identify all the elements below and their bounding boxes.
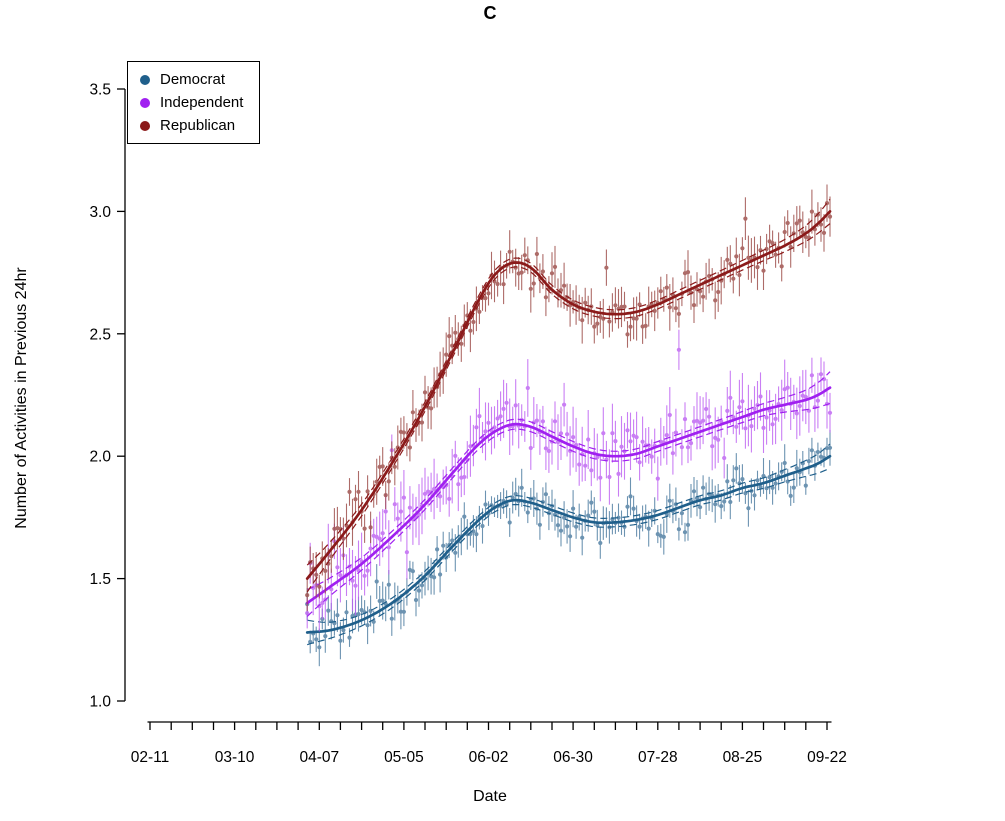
x-tick-label: 06-02 (469, 749, 509, 766)
x-tick-label: 04-07 (299, 749, 339, 766)
legend-label-independent: Independent (160, 94, 244, 111)
confidence-band-lower (307, 467, 831, 646)
x-tick-label: 07-28 (638, 749, 678, 766)
legend-label-republican: Republican (160, 117, 236, 134)
confidence-band-upper (306, 371, 831, 591)
x-tick-label: 03-10 (215, 749, 255, 766)
confidence-band-lower (306, 223, 831, 593)
trend-line (305, 386, 832, 605)
trend-line (305, 210, 832, 580)
x-tick-label: 02-11 (131, 749, 170, 766)
democrat-dot-icon (140, 74, 150, 85)
y-tick-label: 3.5 (89, 82, 111, 99)
confidence-band-lower (306, 403, 831, 617)
confidence-band-upper (307, 443, 831, 623)
legend-item-republican: Republican (140, 117, 243, 134)
confidence-band-upper (306, 198, 831, 566)
x-tick-label: 09-22 (807, 749, 847, 766)
scatter-points (305, 184, 833, 612)
chart-title: C (483, 3, 497, 23)
legend-label-democrat: Democrat (160, 71, 226, 88)
x-tick-label: 08-25 (723, 749, 763, 766)
x-tick-label: 06-30 (553, 749, 593, 766)
y-tick-label: 2.5 (89, 326, 111, 343)
series-republican (305, 184, 833, 612)
y-axis: 1.0 1.5 2.0 2.5 3.0 3.5 (89, 82, 126, 711)
legend: Democrat Independent Republican (127, 61, 261, 144)
independent-dot-icon (140, 97, 150, 108)
x-axis: 02-11 03-10 04-07 05-05 06-02 06-30 07-28 08-25… (131, 721, 847, 766)
series-independent (305, 329, 833, 632)
y-tick-label: 3.0 (89, 204, 111, 221)
y-tick-label: 1.0 (89, 694, 111, 711)
series-democrat (305, 429, 833, 667)
y-tick-label: 2.0 (89, 449, 111, 466)
x-axis-title: Date (473, 788, 507, 805)
republican-dot-icon (140, 120, 150, 131)
y-tick-label: 1.5 (89, 571, 111, 588)
trend-line (305, 454, 832, 634)
legend-item-independent: Independent (140, 94, 243, 111)
x-tick-label: 05-05 (384, 749, 424, 766)
legend-item-democrat: Democrat (140, 71, 243, 88)
